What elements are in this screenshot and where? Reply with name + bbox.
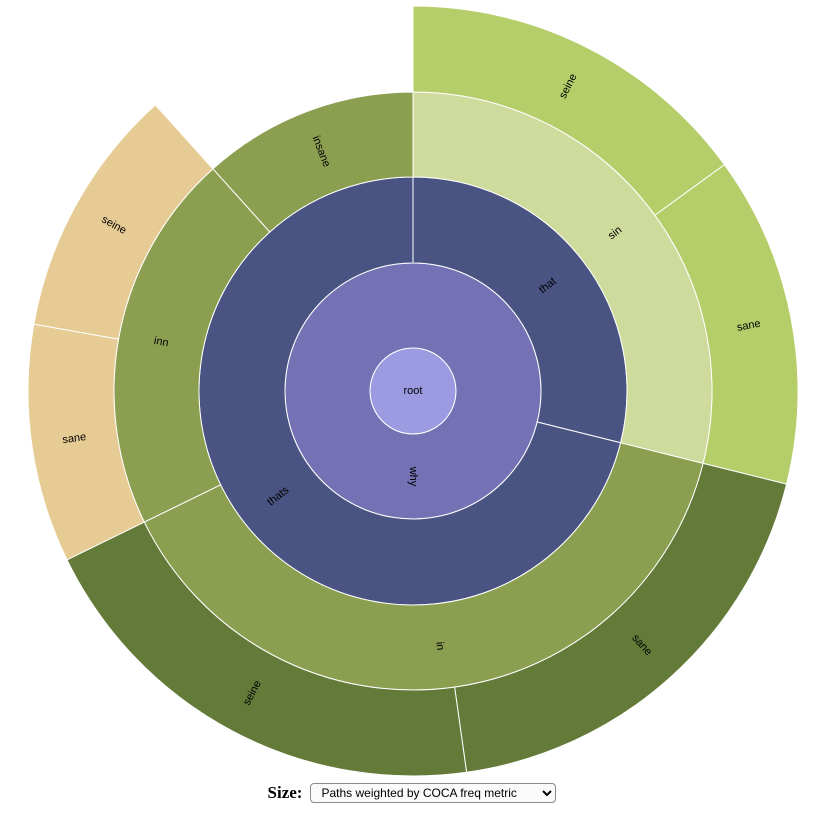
sunburst-arc-seine[interactable] — [33, 104, 214, 340]
sunburst-label-sane: sane — [736, 318, 762, 334]
size-control: Size: Paths weighted by COCA freq metric — [0, 779, 824, 807]
sunburst-arc-insane[interactable] — [212, 91, 414, 233]
sunburst-label-in: in — [433, 641, 446, 651]
size-label: Size: — [267, 783, 303, 802]
sunburst-label-inn: inn — [153, 335, 170, 350]
sunburst-label-why: why — [407, 466, 419, 487]
size-select[interactable]: Paths weighted by COCA freq metric — [310, 783, 557, 803]
sunburst-label-root: root — [404, 385, 423, 397]
sunburst-label-sane: sane — [62, 431, 87, 446]
